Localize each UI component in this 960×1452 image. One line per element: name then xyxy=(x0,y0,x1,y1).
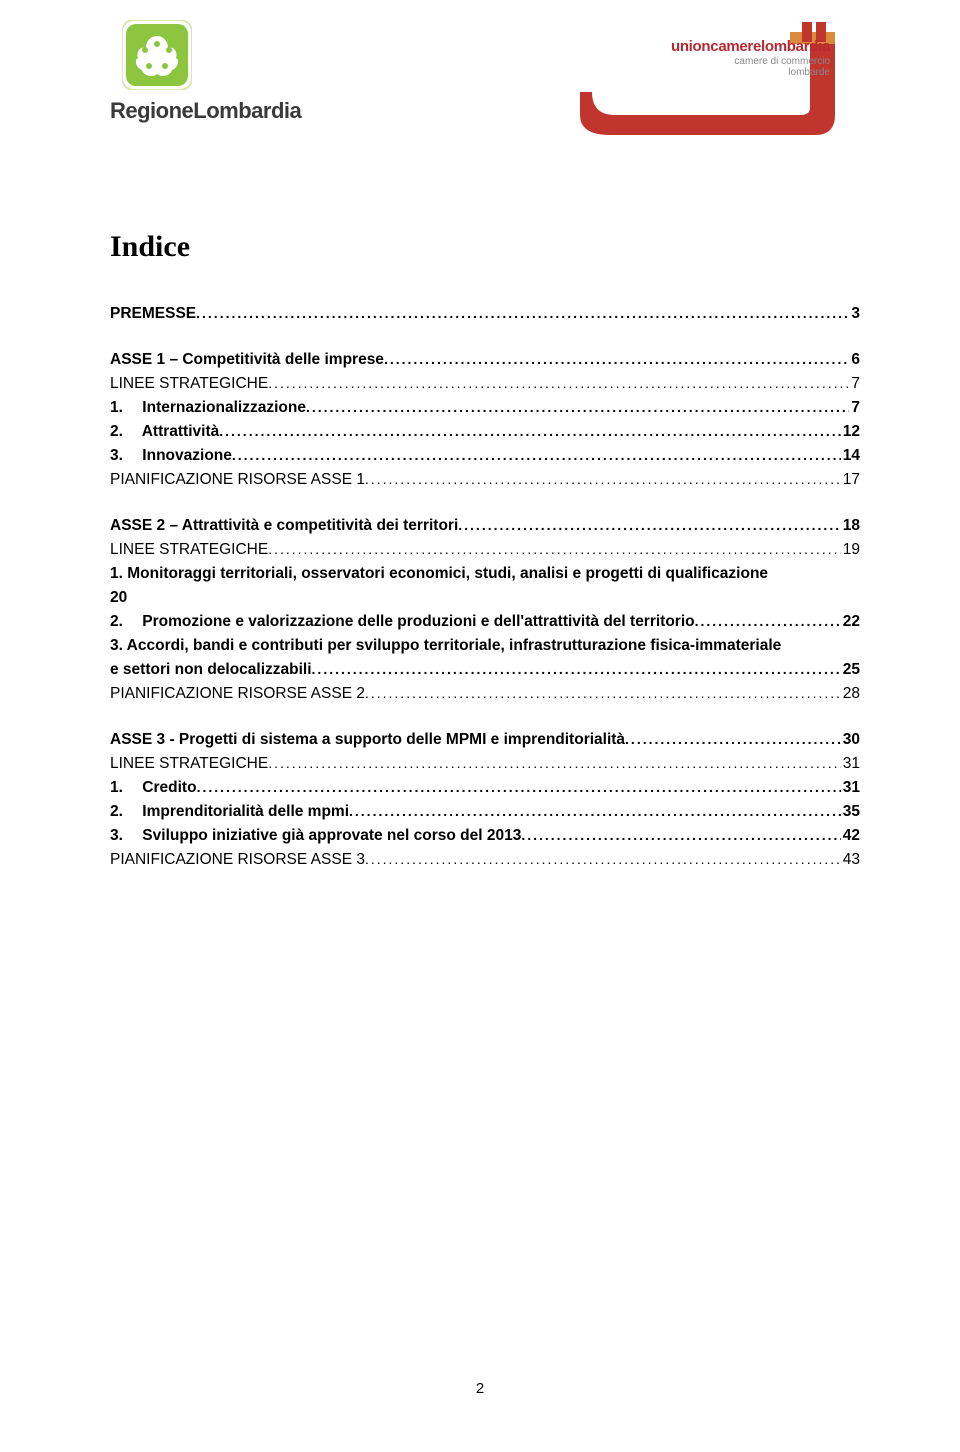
toc-label: ASSE 2 – Attrattività e competitività de… xyxy=(110,514,458,538)
unioncamere-subtitle: camere di commerciolombarde xyxy=(671,56,830,78)
header: RegioneLombardia unioncamerelombardia ca… xyxy=(110,20,860,140)
toc-leader-dots xyxy=(219,421,841,443)
toc-leader-dots xyxy=(365,469,841,491)
toc-leader-dots xyxy=(458,515,840,537)
logo-regione-lombardia: RegioneLombardia xyxy=(110,20,301,124)
toc-entry: 3. Sviluppo iniziative già approvate nel… xyxy=(110,824,860,848)
unioncamere-text: unioncamerelombardia camere di commercio… xyxy=(671,38,830,78)
toc-leader-dots xyxy=(521,825,840,847)
page-number: 2 xyxy=(0,1380,960,1397)
toc-entry-line: 3. Accordi, bandi e contributi per svilu… xyxy=(110,634,860,658)
toc-page-number: 31 xyxy=(841,776,860,800)
toc-page-number: 12 xyxy=(841,420,860,444)
toc-page-number: 30 xyxy=(841,728,860,752)
toc-label: PIANIFICAZIONE RISORSE ASSE 1 xyxy=(110,468,365,492)
toc-label: ASSE 1 – Competitività delle imprese xyxy=(110,348,384,372)
toc-label: PREMESSE xyxy=(110,302,196,326)
toc-leader-dots xyxy=(268,539,841,561)
toc-page-number: 18 xyxy=(841,514,860,538)
toc-entry-lastline: 20 xyxy=(110,586,860,610)
toc-entry: PIANIFICAZIONE RISORSE ASSE 1 17 xyxy=(110,468,860,492)
toc-label: 2. Imprenditorialità delle mpmi xyxy=(110,800,349,824)
table-of-contents: PREMESSE 3 ASSE 1 – Competitività delle im… xyxy=(110,302,860,872)
toc-page-number: 31 xyxy=(841,752,860,776)
toc-leader-dots xyxy=(695,611,841,633)
toc-label: 3. Innovazione xyxy=(110,444,232,468)
toc-label: LINEE STRATEGICHE xyxy=(110,538,268,562)
toc-label: 1. Credito xyxy=(110,776,197,800)
toc-leader-dots xyxy=(196,303,849,325)
toc-page-number: 43 xyxy=(841,848,860,872)
toc-page-number: 35 xyxy=(841,800,860,824)
toc-entry: PREMESSE 3 xyxy=(110,302,860,326)
toc-label: LINEE STRATEGICHE xyxy=(110,752,268,776)
toc-entry: 1. Internazionalizzazione 7 xyxy=(110,396,860,420)
toc-label: 1. Internazionalizzazione xyxy=(110,396,306,420)
toc-entry: ASSE 1 – Competitività delle imprese 6 xyxy=(110,348,860,372)
toc-page-number: 42 xyxy=(841,824,860,848)
toc-entry: 3. Innovazione 14 xyxy=(110,444,860,468)
toc-entry: PIANIFICAZIONE RISORSE ASSE 2 28 xyxy=(110,682,860,706)
toc-block: PREMESSE 3 xyxy=(110,302,860,326)
toc-leader-dots xyxy=(349,801,841,823)
toc-leader-dots xyxy=(384,349,849,371)
toc-label: ASSE 3 - Progetti di sistema a supporto … xyxy=(110,728,625,752)
toc-entry: LINEE STRATEGICHE 19 xyxy=(110,538,860,562)
toc-entry: 2. Promozione e valorizzazione delle pro… xyxy=(110,610,860,634)
toc-label: PIANIFICAZIONE RISORSE ASSE 3 xyxy=(110,848,365,872)
page-title: Indice xyxy=(110,230,860,264)
toc-page-number: 6 xyxy=(849,348,860,372)
toc-entry: 2. Imprenditorialità delle mpmi 35 xyxy=(110,800,860,824)
toc-entry: LINEE STRATEGICHE 31 xyxy=(110,752,860,776)
toc-label: 2. Promozione e valorizzazione delle pro… xyxy=(110,610,695,634)
toc-leader-dots xyxy=(268,373,849,395)
toc-leader-dots xyxy=(232,445,841,467)
unioncamere-title: unioncamerelombardia xyxy=(671,38,830,55)
toc-leader-dots xyxy=(365,683,841,705)
toc-leader-dots xyxy=(197,777,841,799)
toc-entry: ASSE 3 - Progetti di sistema a supporto … xyxy=(110,728,860,752)
logo-unioncamere: unioncamerelombardia camere di commercio… xyxy=(570,20,860,140)
toc-block: ASSE 2 – Attrattività e competitività de… xyxy=(110,514,860,706)
toc-entry: 1. Monitoraggi territoriali, osservatori… xyxy=(110,562,860,610)
toc-entry-lastline: e settori non delocalizzabili25 xyxy=(110,658,860,682)
toc-leader-dots xyxy=(268,753,841,775)
toc-block: ASSE 1 – Competitività delle imprese6LIN… xyxy=(110,348,860,492)
toc-entry: 2. Attrattività 12 xyxy=(110,420,860,444)
toc-page-number: 17 xyxy=(841,468,860,492)
toc-leader-dots xyxy=(625,729,841,751)
regione-text: RegioneLombardia xyxy=(110,98,301,124)
toc-page-number: 19 xyxy=(841,538,860,562)
toc-label: PIANIFICAZIONE RISORSE ASSE 2 xyxy=(110,682,365,706)
toc-page-number: 7 xyxy=(849,396,860,420)
toc-page-number: 14 xyxy=(841,444,860,468)
toc-leader-dots xyxy=(365,849,841,871)
toc-leader-dots xyxy=(306,397,849,419)
toc-page-number: 22 xyxy=(841,610,860,634)
toc-block: ASSE 3 - Progetti di sistema a supporto … xyxy=(110,728,860,872)
toc-entry: ASSE 2 – Attrattività e competitività de… xyxy=(110,514,860,538)
toc-entry: LINEE STRATEGICHE 7 xyxy=(110,372,860,396)
toc-entry: 1. Credito 31 xyxy=(110,776,860,800)
toc-entry: 3. Accordi, bandi e contributi per svilu… xyxy=(110,634,860,682)
toc-entry: PIANIFICAZIONE RISORSE ASSE 3 43 xyxy=(110,848,860,872)
toc-label: 2. Attrattività xyxy=(110,420,219,444)
toc-page-number: 28 xyxy=(841,682,860,706)
toc-page-number: 7 xyxy=(849,372,860,396)
regione-icon xyxy=(122,20,192,90)
toc-label: LINEE STRATEGICHE xyxy=(110,372,268,396)
toc-label: 3. Sviluppo iniziative già approvate nel… xyxy=(110,824,521,848)
toc-page-number: 3 xyxy=(849,302,860,326)
toc-entry-line: 1. Monitoraggi territoriali, osservatori… xyxy=(110,562,860,586)
document-page: RegioneLombardia unioncamerelombardia ca… xyxy=(0,0,960,872)
